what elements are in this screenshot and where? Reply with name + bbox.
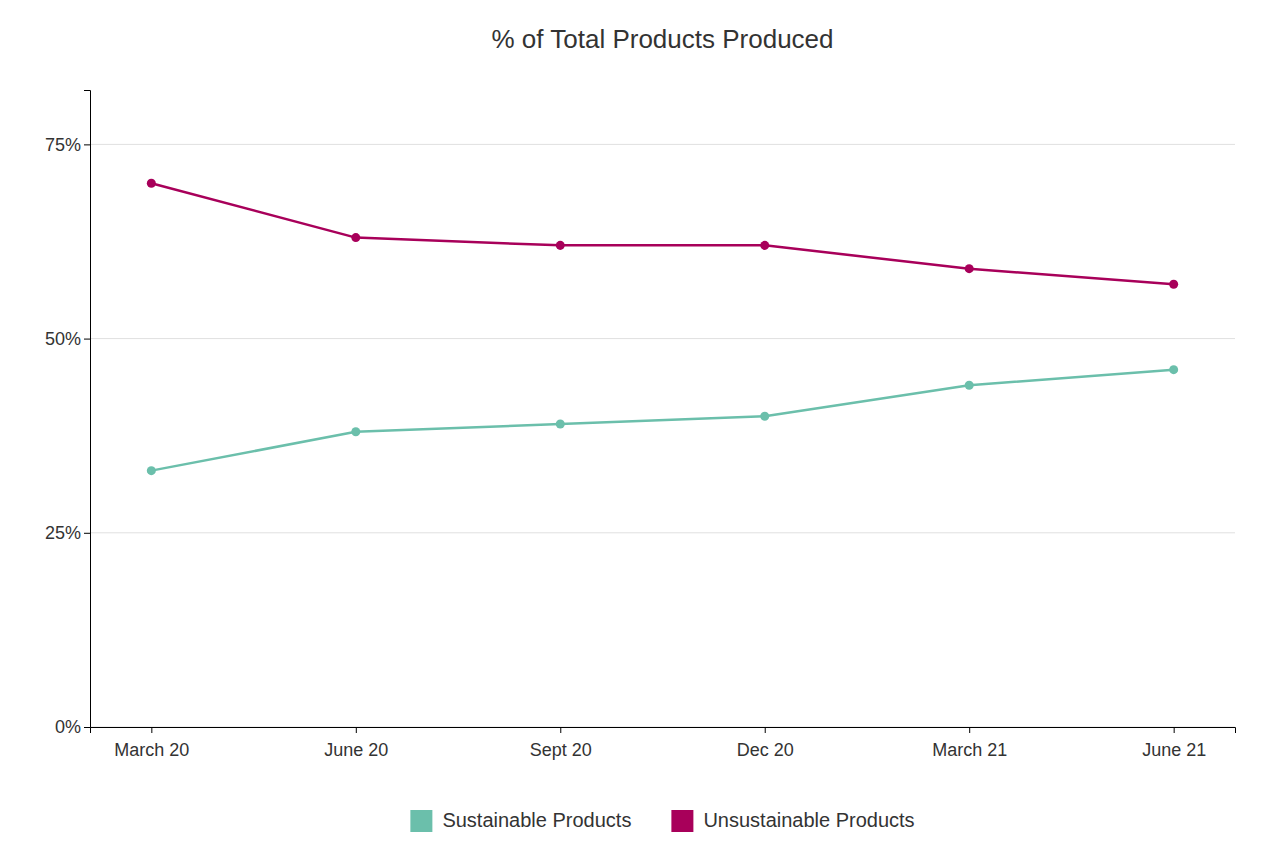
y-tick: 50% [45,329,90,349]
series-marker [556,241,565,250]
grid-line [90,338,1235,339]
x-tick: March 21 [932,727,1007,760]
x-tick-label: June 21 [1142,740,1206,760]
x-tick-mark [356,727,357,733]
y-tick: 25% [45,523,90,543]
series-marker [351,427,360,436]
y-tick-label: 75% [45,135,81,155]
x-tick-label: Sept 20 [530,740,592,760]
x-tick: March 20 [114,727,189,760]
plot-area: 0%25%50%75%March 20June 20Sept 20Dec 20M… [45,91,1236,760]
marks [147,179,1178,475]
y-tick: 0% [55,717,90,737]
y-tick-mark [84,339,90,340]
x-tick: Dec 20 [737,727,794,760]
x-tick-mark [969,727,970,733]
legend-label: Unsustainable Products [703,809,914,831]
y-tick-mark [84,533,90,534]
legend-item: Unsustainable Products [671,809,914,832]
series-marker [1169,365,1178,374]
legend: Sustainable Products Unsustainable Produc… [410,809,914,832]
grid [90,144,1235,727]
y-tick: 75% [45,135,90,155]
x-tick-mark [1174,727,1175,733]
y-tick-label: 50% [45,329,81,349]
series-line [151,370,1173,471]
chart: 0%25%50%75%March 20June 20Sept 20Dec 20M… [0,0,1285,867]
x-tick: June 21 [1142,727,1206,760]
legend-label: Sustainable Products [442,809,631,831]
x-tick-label: March 21 [932,740,1007,760]
legend-swatch [410,810,432,832]
series-marker [965,264,974,273]
y-tick-mark [84,144,90,145]
series-marker [351,233,360,242]
y-tick-label: 25% [45,523,81,543]
y-axis: 0% 25% 50% 75% [45,91,91,738]
y-axis-line [84,91,91,728]
legend-item: Sustainable Products [410,809,631,832]
x-tick-mark [560,727,561,733]
x-tick: June 20 [324,727,388,760]
x-axis: March 20 June 20 Sept 20 Dec 20 March 21 June… [91,727,1236,760]
x-tick-mark [765,727,766,733]
legend-swatch [671,810,693,832]
x-tick: Sept 20 [530,727,592,760]
series-marker [147,179,156,188]
x-axis-line [91,728,1236,734]
series-marker [965,381,974,390]
series-marker [760,412,769,421]
x-tick-mark [151,727,152,733]
series-line [151,183,1173,284]
y-tick-label: 0% [55,717,81,737]
series-marker [556,420,565,429]
series-marker [147,466,156,475]
grid-line [90,144,1235,145]
y-tick-mark [84,727,90,728]
grid-line [90,532,1235,533]
x-tick-label: Dec 20 [737,740,794,760]
x-tick-label: March 20 [114,740,189,760]
title: % of Total Products Produced [491,24,833,54]
series-marker [760,241,769,250]
series-marker [1169,280,1178,289]
x-tick-label: June 20 [324,740,388,760]
